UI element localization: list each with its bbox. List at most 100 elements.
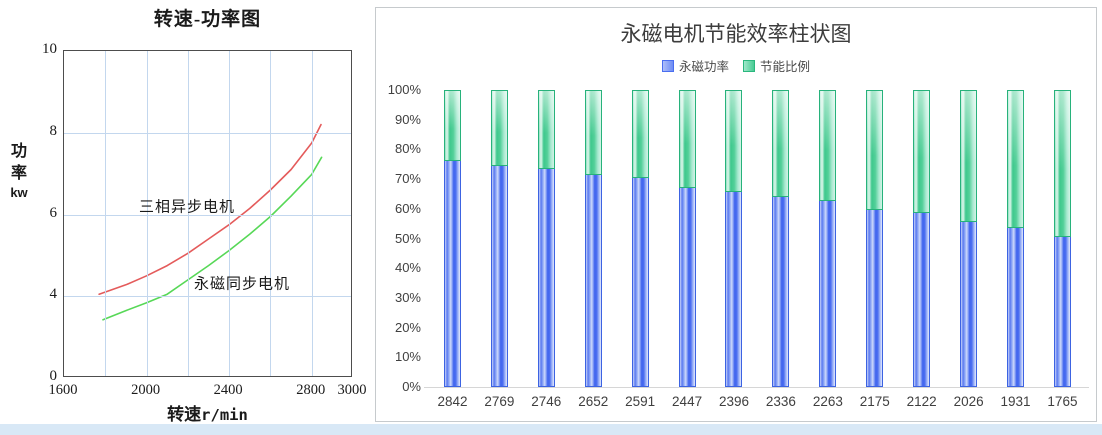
category-label: 2769: [484, 394, 515, 409]
horizontal-gridline: [64, 132, 351, 134]
x-axis-line: [424, 387, 1089, 388]
percent-tick-label: 100%: [387, 82, 421, 97]
stacked-bar: [913, 90, 931, 387]
energy-saving-segment: [725, 90, 743, 193]
y-axis-unit-label: kw: [10, 185, 28, 201]
percent-tick-label: 50%: [394, 230, 421, 246]
category-label: 2175: [859, 394, 890, 409]
vertical-gridline: [229, 51, 231, 376]
y-axis-tick-label: 6: [49, 204, 58, 221]
category-label: 2447: [672, 394, 703, 409]
bar-slot: [757, 90, 804, 387]
legend-item-pm-power[interactable]: 永磁功率: [661, 56, 729, 75]
percent-tick-label: 80%: [394, 141, 421, 157]
pm-power-segment: [913, 213, 931, 387]
line-series: [98, 123, 322, 295]
vertical-gridline: [311, 51, 313, 376]
percent-tick-label: 40%: [394, 260, 421, 276]
pm-power-segment: [678, 188, 696, 387]
energy-saving-segment: [631, 90, 649, 178]
left-chart-title: 转速-功率图: [153, 9, 262, 30]
stacked-bar: [819, 90, 837, 387]
stacked-bar: [1053, 90, 1071, 387]
stacked-bar: [866, 90, 884, 387]
percent-tick-label: 90%: [394, 111, 421, 127]
energy-saving-segment: [913, 90, 931, 214]
stacked-bar: [584, 90, 602, 387]
energy-saving-segment: [772, 90, 790, 197]
bar-slot: [664, 90, 711, 387]
x-axis-tick-label: 1600: [48, 382, 78, 398]
energy-saving-segment: [678, 90, 696, 189]
category-labels-row: 2842 2769 2746 2652 2591 2447 2396 2336 2263 2175…: [429, 394, 1086, 409]
stacked-bar: [443, 90, 461, 387]
stacked-bar: [960, 90, 978, 387]
energy-saving-segment: [443, 90, 461, 162]
legend-item-energy-saving-ratio[interactable]: 节能比例: [743, 56, 810, 75]
stacked-bar: [772, 90, 790, 387]
pm-power-segment: [1007, 228, 1025, 387]
bar-slot: [804, 90, 851, 387]
pm-power-segment: [443, 161, 461, 387]
percent-tick-label: 60%: [394, 200, 421, 216]
energy-saving-segment: [584, 90, 602, 175]
pm-power-segment: [960, 222, 978, 387]
stacked-bar: [490, 90, 508, 387]
series-label-asynchronous-motor: 三相异步电机: [138, 199, 236, 216]
bars-container: [429, 90, 1086, 387]
percent-tick-label: 20%: [394, 319, 421, 335]
bar-slot: [945, 90, 992, 387]
bar-slot: [851, 90, 898, 387]
left-chart-x-axis-label: 转速r/min: [63, 400, 352, 425]
energy-saving-segment: [960, 90, 978, 223]
stacked-bar: [678, 90, 696, 387]
pm-power-segment: [866, 210, 884, 387]
legend-label: 节能比例: [760, 60, 811, 74]
bottom-background-strip: [0, 424, 1102, 435]
category-label: 1931: [1000, 394, 1031, 409]
bar-slot: [429, 90, 476, 387]
percent-tick-label: 0%: [402, 379, 421, 394]
line-series: [102, 156, 323, 321]
y-axis-label-line: 率: [10, 164, 27, 182]
stacked-bar: [1007, 90, 1025, 387]
category-label: 1765: [1047, 394, 1078, 409]
efficiency-bar-chart-card: 永磁电机节能效率柱状图 永磁功率 节能比例 100% 90% 80% 70% 60% 50…: [375, 7, 1097, 422]
stacked-bar: [631, 90, 649, 387]
x-axis-tick-label: 2000: [131, 382, 161, 398]
vertical-gridline: [105, 51, 107, 376]
left-chart-y-axis-label: 功 率 kw: [2, 141, 36, 202]
y-axis-tick-label: 0: [49, 368, 58, 384]
vertical-gridline: [146, 51, 148, 376]
energy-saving-segment: [537, 90, 555, 169]
bar-slot: [617, 90, 664, 387]
x-axis-label-cn: 转速: [167, 405, 202, 424]
category-label: 2746: [531, 394, 562, 409]
category-label: 2336: [765, 394, 796, 409]
stacked-bar: [537, 90, 555, 387]
category-label: 2122: [906, 394, 937, 409]
category-label: 2026: [953, 394, 984, 409]
energy-saving-segment: [1007, 90, 1025, 229]
speed-power-line-chart: 转速-功率图 功 率 kw 三相异步电机 永磁同步电机 转速r/min 0 4 6 8…: [0, 0, 372, 424]
legend-label: 永磁功率: [678, 60, 729, 74]
pm-power-segment: [537, 168, 555, 387]
y-axis-tick-label: 8: [49, 122, 58, 139]
bar-slot: [992, 90, 1039, 387]
pm-power-swatch-icon: [661, 59, 674, 72]
percent-tick-label: 30%: [394, 289, 421, 305]
percent-tick-label: 70%: [394, 171, 421, 187]
bar-slot: [1039, 90, 1086, 387]
energy-saving-segment: [1053, 90, 1071, 238]
x-axis-tick-label: 3000: [337, 382, 367, 398]
pm-power-segment: [819, 201, 837, 387]
pm-power-segment: [631, 177, 649, 387]
pm-power-segment: [490, 165, 508, 387]
x-axis-tick-label: 2800: [296, 382, 326, 398]
left-plot-area: [63, 50, 352, 377]
energy-saving-swatch-icon: [743, 59, 755, 72]
pm-power-segment: [772, 196, 790, 387]
energy-saving-segment: [819, 90, 837, 202]
energy-saving-segment: [490, 90, 508, 166]
y-axis-tick-label: 4: [49, 286, 58, 303]
